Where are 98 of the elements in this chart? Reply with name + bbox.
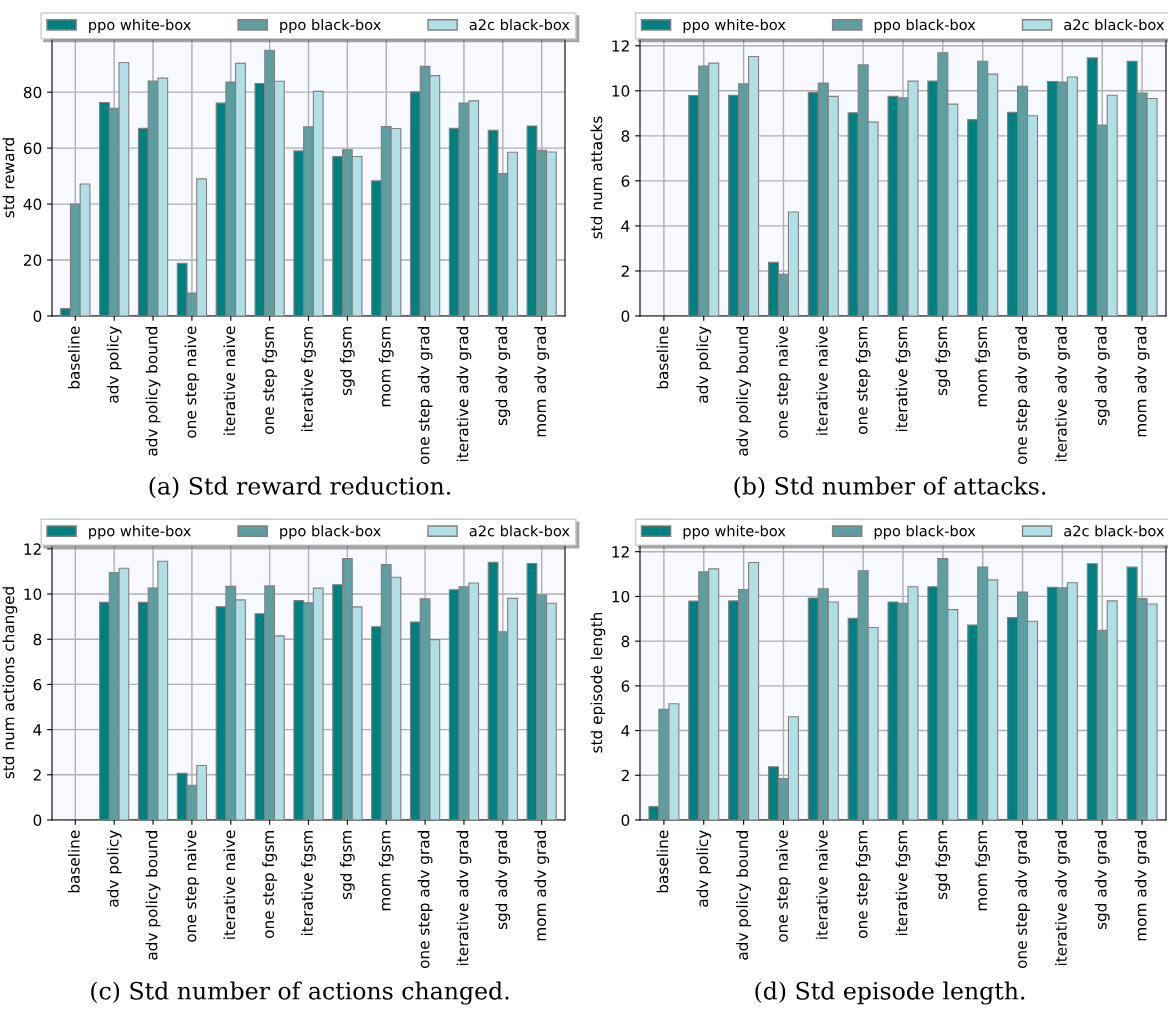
x-tick-label: mom adv grad bbox=[1134, 831, 1150, 941]
legend-label: ppo white-box bbox=[683, 525, 786, 540]
y-axis-title: std episode length bbox=[590, 612, 606, 753]
legend-label: a2c black-box bbox=[469, 525, 570, 537]
legend-label: ppo black-box bbox=[874, 525, 976, 540]
legend-label: ppo black-box bbox=[280, 18, 381, 33]
x-tick-label: iterative naive bbox=[223, 326, 236, 435]
y-tick-label: 4 bbox=[33, 724, 42, 736]
text: (a) Std reward reduction. bbox=[149, 476, 451, 499]
y-tick-label: 40 bbox=[23, 198, 42, 211]
y-tick-label: 60 bbox=[23, 142, 42, 155]
x-tick-label: one step adv grad bbox=[1015, 327, 1030, 465]
y-tick-label: 10 bbox=[612, 85, 630, 97]
x-tick-label: sgd adv grad bbox=[495, 327, 511, 426]
x-tick-label: one step fgsm bbox=[855, 831, 871, 938]
x-tick-label: one step naive bbox=[184, 326, 200, 438]
x-tick-label: baseline bbox=[67, 830, 80, 893]
y-tick-label: 4 bbox=[621, 725, 630, 737]
y-tick-label: 6 bbox=[621, 680, 630, 692]
x-tick-label: adv policy bbox=[106, 326, 122, 403]
legend-label: a2c black-box bbox=[469, 18, 570, 31]
x-tick-label: iterative adv grad bbox=[1055, 327, 1070, 462]
x-tick-label: one step adv grad bbox=[1015, 831, 1030, 969]
x-tick-label: mom fgsm bbox=[975, 327, 991, 407]
legend-label: ppo black-box bbox=[874, 18, 976, 33]
x-tick-label: baseline bbox=[656, 830, 669, 893]
x-tick-label: adv policy bound bbox=[736, 327, 751, 456]
x-tick-label: mom adv grad bbox=[1134, 327, 1150, 437]
legend-label: ppo white-box bbox=[89, 525, 191, 540]
y-tick-label: 2 bbox=[621, 265, 629, 277]
y-tick-label: 6 bbox=[621, 175, 630, 187]
x-tick-label: one step naive bbox=[184, 830, 200, 942]
y-tick-label: 2 bbox=[33, 769, 41, 781]
y-tick-label: 0 bbox=[33, 814, 42, 827]
y-tick-label: 12 bbox=[612, 546, 629, 558]
text: (b) Std number of attacks. bbox=[734, 476, 1046, 499]
y-tick-label: 0 bbox=[621, 310, 630, 323]
x-tick-label: iterative naive bbox=[815, 830, 828, 939]
y-tick-label: 6 bbox=[33, 678, 42, 691]
y-tick-label: 12 bbox=[612, 40, 629, 52]
y-tick-label: 2 bbox=[621, 769, 629, 782]
x-tick-label: sgd adv grad bbox=[1094, 327, 1110, 426]
text: (c) Std number of actions changed. bbox=[91, 981, 509, 1005]
y-tick-label: 10 bbox=[24, 588, 42, 601]
x-tick-label: one step fgsm bbox=[262, 831, 278, 938]
legend-label: ppo white-box bbox=[89, 18, 191, 33]
x-tick-label: adv policy bound bbox=[736, 831, 751, 960]
y-tick-label: 80 bbox=[23, 86, 42, 99]
x-tick-label: mom adv grad bbox=[534, 327, 550, 437]
x-tick-label: mom adv grad bbox=[534, 831, 550, 941]
text: (d) Std episode length. bbox=[755, 981, 1025, 1005]
x-tick-label: adv policy bbox=[696, 830, 712, 907]
x-tick-label: one step naive bbox=[776, 326, 791, 438]
y-axis-title: std reward bbox=[2, 138, 15, 218]
x-tick-label: adv policy bbox=[106, 830, 122, 907]
x-tick-label: one step naive bbox=[776, 830, 791, 942]
x-tick-label: iterative fgsm bbox=[301, 831, 316, 936]
x-tick-label: sgd adv grad bbox=[495, 831, 511, 930]
x-tick-label: one step fgsm bbox=[262, 327, 278, 434]
x-tick-label: mom fgsm bbox=[378, 327, 394, 407]
x-tick-label: one step adv grad bbox=[417, 327, 433, 465]
y-tick-label: 8 bbox=[33, 633, 42, 646]
x-tick-label: iterative fgsm bbox=[895, 831, 911, 936]
x-tick-label: iterative fgsm bbox=[301, 327, 316, 432]
legend-label: ppo white-box bbox=[683, 18, 786, 33]
legend-label: ppo black-box bbox=[280, 525, 381, 540]
x-tick-label: one step fgsm bbox=[855, 327, 871, 434]
x-tick-label: iterative fgsm bbox=[895, 327, 911, 432]
x-tick-label: sgd fgsm bbox=[935, 831, 951, 900]
x-tick-label: adv policy bound bbox=[145, 831, 161, 960]
x-tick-label: iterative adv grad bbox=[456, 831, 472, 966]
y-tick-label: 0 bbox=[621, 814, 630, 827]
x-tick-label: iterative naive bbox=[223, 830, 236, 939]
y-tick-label: 10 bbox=[612, 590, 630, 603]
x-tick-label: adv policy bbox=[696, 326, 712, 403]
x-tick-label: one step adv grad bbox=[417, 831, 433, 969]
x-tick-label: mom fgsm bbox=[378, 831, 394, 911]
y-tick-label: 8 bbox=[621, 635, 630, 648]
y-axis-title: std num actions changed bbox=[2, 587, 18, 779]
y-tick-label: 12 bbox=[24, 543, 41, 555]
x-tick-label: baseline bbox=[656, 326, 669, 389]
x-tick-label: iterative naive bbox=[815, 326, 828, 435]
legend-label: a2c black-box bbox=[1064, 525, 1165, 537]
x-tick-label: iterative adv grad bbox=[1055, 831, 1070, 966]
x-tick-label: sgd fgsm bbox=[339, 831, 355, 900]
x-tick-label: adv policy bound bbox=[145, 327, 161, 456]
x-tick-label: iterative adv grad bbox=[456, 327, 472, 462]
y-tick-label: 0 bbox=[33, 310, 42, 323]
y-tick-label: 20 bbox=[23, 254, 42, 267]
x-tick-label: sgd fgsm bbox=[935, 327, 951, 396]
y-tick-label: 4 bbox=[621, 220, 630, 232]
y-tick-label: 8 bbox=[621, 130, 630, 142]
y-axis-title: std num attacks bbox=[590, 116, 603, 239]
x-tick-label: mom fgsm bbox=[975, 831, 991, 911]
legend-label: a2c black-box bbox=[1064, 18, 1165, 31]
x-tick-label: baseline bbox=[67, 326, 80, 389]
x-tick-label: sgd adv grad bbox=[1094, 831, 1110, 930]
x-tick-label: sgd fgsm bbox=[339, 327, 355, 396]
